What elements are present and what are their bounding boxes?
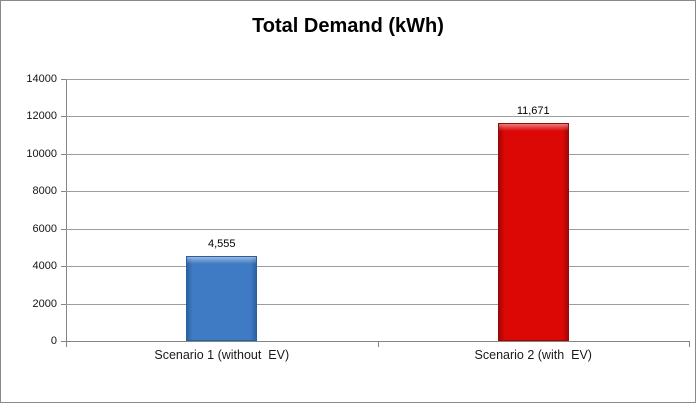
gridline-8000 xyxy=(66,191,689,193)
value-label: 11,671 xyxy=(516,104,550,117)
bar-1 xyxy=(186,255,258,341)
category-label: Scenario 2 (with EV) xyxy=(474,348,592,362)
gridline-4000 xyxy=(66,266,689,268)
y-axis-label: 2000 xyxy=(32,297,57,310)
value-label: 4,555 xyxy=(207,237,236,250)
category-label: Scenario 1 (without EV) xyxy=(154,348,290,362)
y-tick-0 xyxy=(61,341,66,342)
gridline-6000 xyxy=(66,228,689,230)
x-tick xyxy=(66,342,67,347)
y-tick-14000 xyxy=(61,79,66,80)
gridline-12000 xyxy=(66,116,689,118)
y-axis-label: 12000 xyxy=(26,110,57,123)
y-axis-label: 8000 xyxy=(32,185,57,198)
y-axis-label: 0 xyxy=(50,335,57,347)
x-tick xyxy=(377,342,379,347)
gridline-2000 xyxy=(66,303,689,305)
y-tick-10000 xyxy=(61,153,66,155)
y-tick-8000 xyxy=(61,191,66,193)
x-axis-line xyxy=(66,341,690,342)
y-tick-12000 xyxy=(61,116,66,118)
y-tick-4000 xyxy=(61,266,66,268)
y-axis-line xyxy=(66,79,67,346)
y-axis-label: 14000 xyxy=(26,73,57,85)
chart-title: Total Demand (kWh) xyxy=(252,15,444,37)
y-axis-label: 4000 xyxy=(32,260,57,273)
y-axis-label: 6000 xyxy=(32,222,57,235)
y-tick-6000 xyxy=(61,228,66,230)
plot-area: 4,555 Scenario 1 (without EV) 11,671 Scenar… xyxy=(66,79,689,362)
y-axis-label: 10000 xyxy=(26,147,57,160)
gridline-10000 xyxy=(66,153,689,155)
x-tick xyxy=(689,342,690,347)
gridline-14000 xyxy=(66,79,689,80)
y-tick-2000 xyxy=(61,303,66,305)
bar-2 xyxy=(497,122,569,341)
